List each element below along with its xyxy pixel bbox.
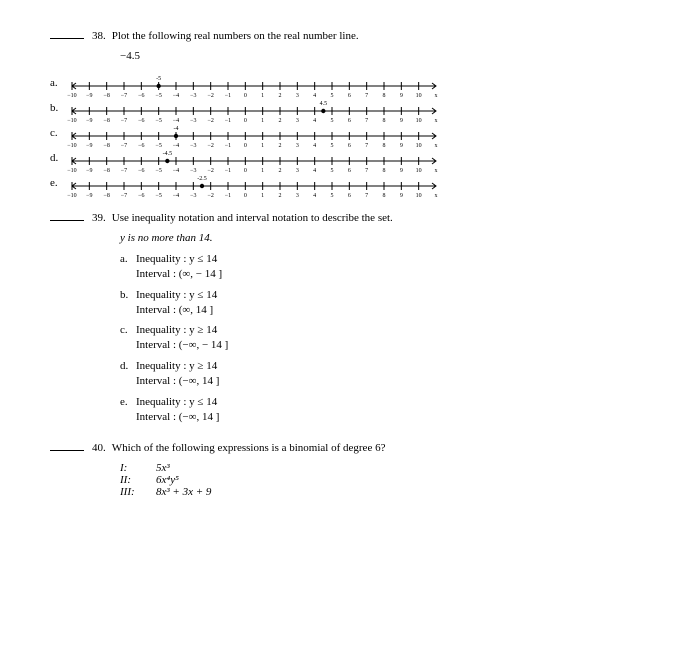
- q40-header: 40. Which of the following expressions i…: [50, 442, 650, 454]
- q39-number: 39.: [92, 212, 106, 224]
- svg-text:2: 2: [279, 193, 282, 198]
- choice-label: c.: [120, 323, 136, 338]
- q39-given: y is no more than 14.: [120, 232, 650, 244]
- q38-header: 38. Plot the following real numbers on t…: [50, 30, 650, 42]
- svg-text:0: 0: [244, 193, 247, 198]
- inequality-text: Inequality : y ≥ 14: [136, 324, 217, 336]
- inequality-text: Inequality : y ≤ 14: [136, 289, 217, 301]
- q38-option-b: b. −10−9−8−7−6−5−4−3−2−1012345678910x4.5: [50, 97, 650, 119]
- svg-text:−7: −7: [121, 193, 127, 198]
- roman-numeral: I:: [120, 462, 156, 474]
- interval-text: Interval : (∞, 14 ]: [136, 304, 213, 316]
- q38-text: Plot the following real numbers on the r…: [112, 30, 359, 42]
- svg-text:−8: −8: [103, 193, 109, 198]
- svg-text:−10: −10: [67, 193, 76, 198]
- q39-choice-a: a.Inequality : y ≤ 14 Interval : (∞, − 1…: [120, 252, 650, 282]
- choice-label: a.: [120, 252, 136, 267]
- svg-text:4: 4: [313, 193, 316, 198]
- choice-label: d.: [120, 359, 136, 374]
- q40-number: 40.: [92, 442, 106, 454]
- answer-blank[interactable]: [50, 220, 84, 221]
- interval-text: Interval : (∞, − 14 ]: [136, 268, 222, 280]
- q38-value: −4.5: [120, 50, 650, 62]
- inequality-text: Inequality : y ≥ 14: [136, 360, 217, 372]
- answer-blank[interactable]: [50, 38, 84, 39]
- number-line: −10−9−8−7−6−5−4−3−2−1012345678910x4.5: [64, 97, 444, 119]
- svg-text:6: 6: [348, 193, 351, 198]
- question-38: 38. Plot the following real numbers on t…: [50, 30, 650, 194]
- expression: 5x³: [156, 462, 170, 474]
- svg-text:−5: −5: [155, 193, 161, 198]
- interval-text: Interval : (−∞, 14 ]: [136, 375, 219, 387]
- option-label: d.: [50, 152, 64, 164]
- q40-text: Which of the following expressions is a …: [112, 442, 386, 454]
- q40-row: III: 8x³ + 3x + 9: [120, 486, 650, 498]
- svg-text:−6: −6: [138, 193, 144, 198]
- expression: 8x³ + 3x + 9: [156, 486, 211, 498]
- svg-text:9: 9: [400, 193, 403, 198]
- svg-text:10: 10: [416, 193, 422, 198]
- option-label: e.: [50, 177, 64, 189]
- option-label: a.: [50, 77, 64, 89]
- q38-option-d: d. −10−9−8−7−6−5−4−3−2−1012345678910x-4.…: [50, 147, 650, 169]
- q39-header: 39. Use inequality notation and interval…: [50, 212, 650, 224]
- answer-blank[interactable]: [50, 450, 84, 451]
- expression: 6x⁴y⁵: [156, 474, 179, 486]
- svg-text:8: 8: [383, 193, 386, 198]
- number-line: −10−9−8−7−6−5−4−3−2−1012345678910x-5: [64, 72, 444, 94]
- svg-text:-2.5: -2.5: [197, 176, 207, 182]
- choice-label: e.: [120, 395, 136, 410]
- choice-label: b.: [120, 288, 136, 303]
- svg-text:-5: -5: [156, 76, 161, 82]
- svg-text:−1: −1: [225, 193, 231, 198]
- option-label: b.: [50, 102, 64, 114]
- q39-choice-d: d.Inequality : y ≥ 14 Interval : (−∞, 14…: [120, 359, 650, 389]
- question-40: 40. Which of the following expressions i…: [50, 442, 650, 498]
- q39-choice-b: b.Inequality : y ≤ 14 Interval : (∞, 14 …: [120, 288, 650, 318]
- q39-text: Use inequality notation and interval not…: [112, 212, 393, 224]
- q39-choice-e: e.Inequality : y ≤ 14 Interval : (−∞, 14…: [120, 395, 650, 425]
- q39-choice-c: c.Inequality : y ≥ 14 Interval : (−∞, − …: [120, 323, 650, 353]
- svg-text:−2: −2: [207, 193, 213, 198]
- inequality-text: Inequality : y ≤ 14: [136, 396, 217, 408]
- number-line: −10−9−8−7−6−5−4−3−2−1012345678910x-4: [64, 122, 444, 144]
- q38-option-c: c. −10−9−8−7−6−5−4−3−2−1012345678910x-4: [50, 122, 650, 144]
- svg-text:3: 3: [296, 193, 299, 198]
- q40-row: II: 6x⁴y⁵: [120, 474, 650, 486]
- svg-text:x: x: [435, 193, 438, 198]
- svg-text:1: 1: [261, 193, 264, 198]
- inequality-text: Inequality : y ≤ 14: [136, 253, 217, 265]
- q40-row: I: 5x³: [120, 462, 650, 474]
- svg-text:−9: −9: [86, 193, 92, 198]
- interval-text: Interval : (−∞, − 14 ]: [136, 339, 228, 351]
- number-line: −10−9−8−7−6−5−4−3−2−1012345678910x-4.5: [64, 147, 444, 169]
- svg-text:-4: -4: [174, 126, 179, 132]
- q38-option-a: a. −10−9−8−7−6−5−4−3−2−1012345678910x-5: [50, 72, 650, 94]
- q38-number: 38.: [92, 30, 106, 42]
- q38-option-e: e. −10−9−8−7−6−5−4−3−2−1012345678910x-2.…: [50, 172, 650, 194]
- svg-text:−4: −4: [173, 193, 179, 198]
- svg-text:4.5: 4.5: [320, 101, 328, 107]
- number-line: −10−9−8−7−6−5−4−3−2−1012345678910x-2.5: [64, 172, 444, 194]
- question-39: 39. Use inequality notation and interval…: [50, 212, 650, 424]
- svg-text:-4.5: -4.5: [163, 151, 173, 157]
- svg-text:5: 5: [331, 193, 334, 198]
- interval-text: Interval : (−∞, 14 ]: [136, 411, 219, 423]
- svg-text:−3: −3: [190, 193, 196, 198]
- roman-numeral: III:: [120, 486, 156, 498]
- option-label: c.: [50, 127, 64, 139]
- svg-text:7: 7: [365, 193, 368, 198]
- roman-numeral: II:: [120, 474, 156, 486]
